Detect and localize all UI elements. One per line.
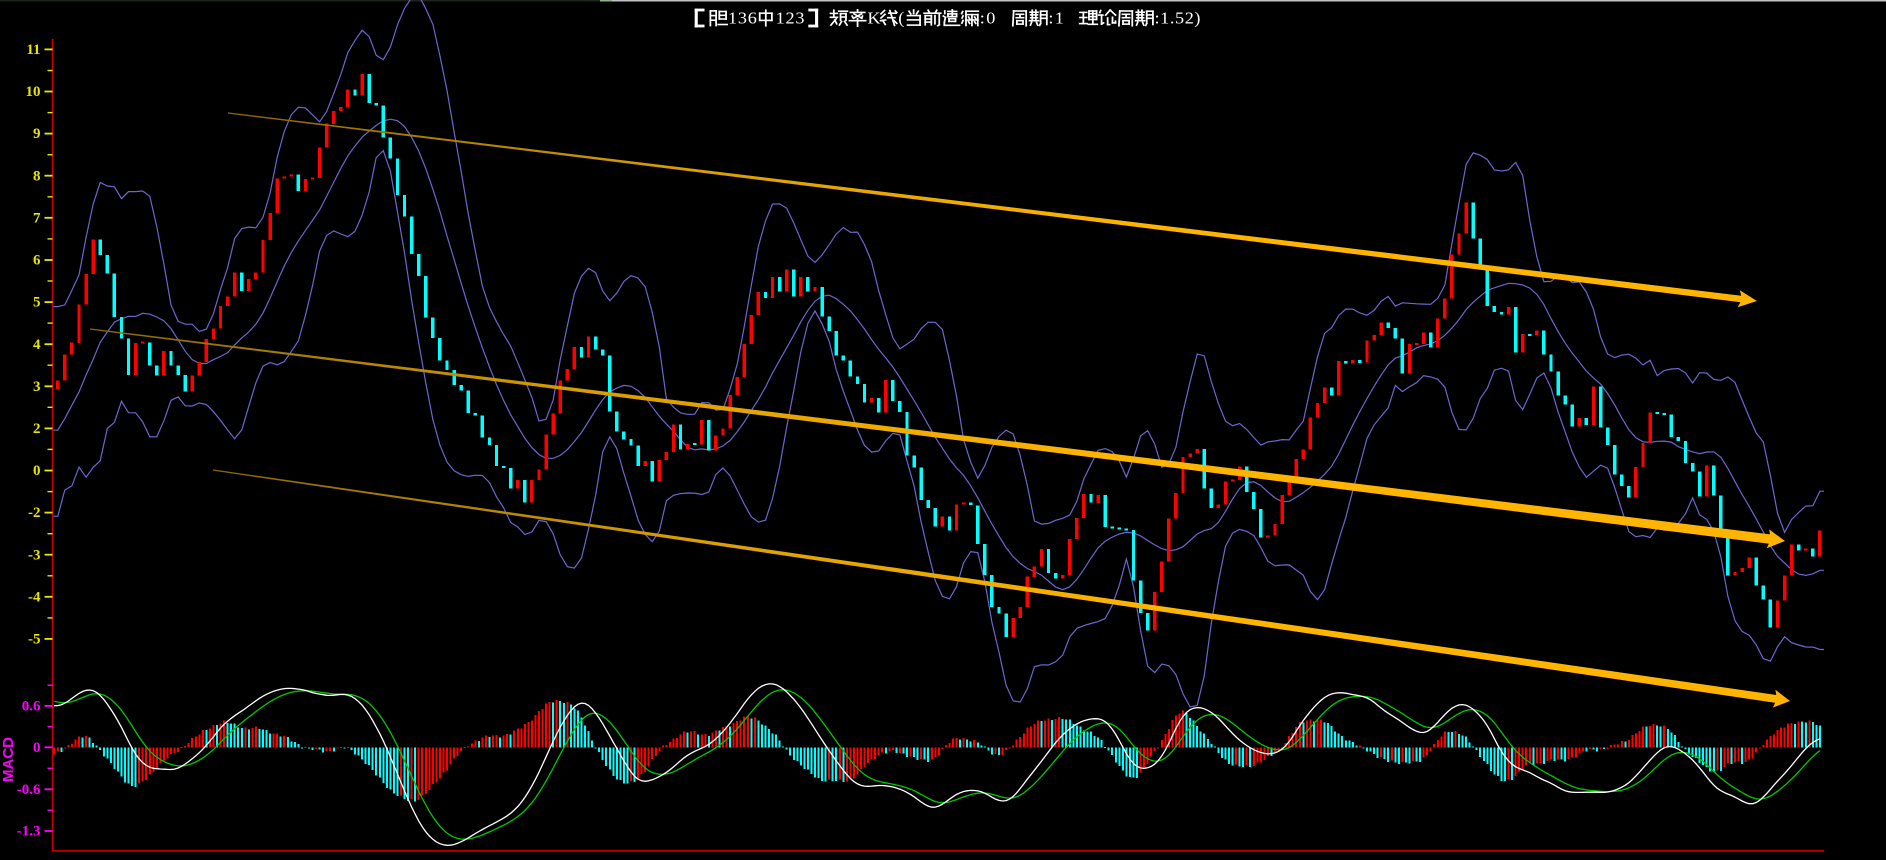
svg-text:123: 123 xyxy=(776,9,805,27)
svg-text:2: 2 xyxy=(33,421,41,437)
svg-text::1: :1 xyxy=(1048,9,1064,27)
svg-text:0: 0 xyxy=(33,740,41,756)
svg-text:-3: -3 xyxy=(28,547,41,563)
svg-text:6: 6 xyxy=(33,253,41,269)
svg-text:-4: -4 xyxy=(28,589,41,605)
svg-text:3: 3 xyxy=(33,379,41,395)
svg-text::0: :0 xyxy=(980,9,996,27)
svg-text:136: 136 xyxy=(728,9,757,27)
svg-text:-0.6: -0.6 xyxy=(17,782,41,798)
svg-text:-2: -2 xyxy=(28,505,41,521)
svg-text:K: K xyxy=(867,9,881,27)
svg-text::1.52): :1.52) xyxy=(1154,9,1200,27)
svg-text:11: 11 xyxy=(26,42,40,58)
svg-text:5: 5 xyxy=(33,295,41,311)
svg-text:0.6: 0.6 xyxy=(22,699,41,715)
svg-text:-1.3: -1.3 xyxy=(17,824,41,840)
svg-text:10: 10 xyxy=(26,84,41,100)
svg-text:-5: -5 xyxy=(28,632,41,648)
svg-text:4: 4 xyxy=(33,337,41,353)
svg-text:9: 9 xyxy=(33,126,41,142)
svg-text:0: 0 xyxy=(33,463,41,479)
svg-text:(: ( xyxy=(898,9,904,27)
svg-text:8: 8 xyxy=(33,168,41,184)
svg-text:7: 7 xyxy=(33,210,41,226)
svg-text:MACD: MACD xyxy=(0,737,17,782)
